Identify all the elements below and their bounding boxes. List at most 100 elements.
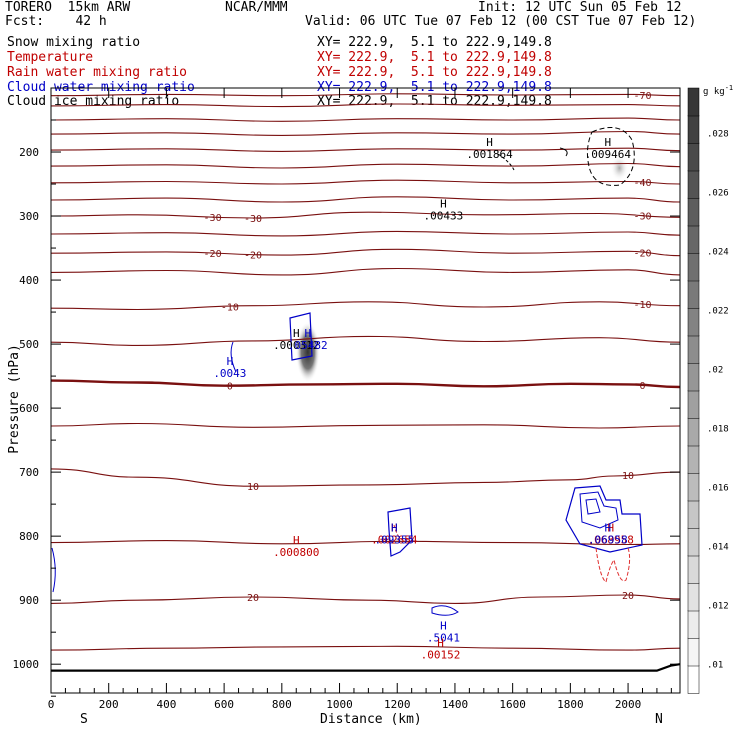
isotherm-label: 0 — [639, 381, 645, 392]
colorbar-swatch — [687, 500, 700, 529]
y-tick-label: 500 — [19, 338, 39, 351]
y-tick-label: 400 — [19, 274, 39, 287]
isotherm-label: -20 — [204, 249, 222, 260]
y-tick-label: 600 — [19, 402, 39, 415]
isotherm-line — [51, 93, 680, 97]
isotherm-line — [51, 267, 680, 276]
x-tick-label: 0 — [48, 698, 55, 711]
snow-shading — [295, 321, 320, 383]
x-tick-label: 1400 — [442, 698, 469, 711]
colorbar-swatch — [687, 417, 700, 447]
colorbar-tick-label: .024 — [707, 247, 729, 257]
max-value-label: .001864 — [466, 148, 513, 161]
isotherm-line — [51, 211, 680, 219]
max-value-label: .00433 — [424, 209, 464, 222]
colorbar-swatch — [687, 582, 700, 612]
x-tick-label: 1600 — [499, 698, 526, 711]
isotherm-line — [51, 335, 680, 346]
isotherm-line — [51, 645, 680, 651]
legend-rain: Rain water mixing ratio — [7, 65, 188, 80]
isotherm-line — [51, 103, 680, 108]
x-axis-label: Distance (km) — [320, 712, 422, 727]
max-marker: H — [440, 197, 447, 210]
colorbar-swatch — [687, 637, 700, 667]
y-axis-label: Pressure (hPa) — [7, 344, 22, 454]
colorbar-swatch — [687, 472, 700, 502]
colorbar-tick-label: .01 — [707, 660, 723, 670]
max-marker: H — [391, 521, 398, 534]
x-tick-label: 800 — [272, 698, 292, 711]
isotherm-line — [51, 379, 680, 389]
max-value-label: .068958 — [588, 533, 634, 546]
isotherm-label: 20 — [247, 593, 259, 604]
colorbar-swatch — [687, 335, 700, 364]
max-value-label: .000800 — [273, 546, 319, 559]
cloud-water-contour — [565, 485, 643, 553]
plot-frame — [50, 87, 681, 694]
valid-time: Valid: 06 UTC Tue 07 Feb 12 (00 CST Tue … — [305, 14, 697, 29]
legend-temperature: Temperature — [7, 50, 94, 65]
colorbar-swatch — [687, 610, 700, 639]
max-marker: H — [440, 619, 447, 632]
max-marker: H — [486, 136, 493, 149]
max-marker: H — [605, 521, 612, 534]
model-title: TORERO 15km ARW — [5, 0, 131, 15]
isotherm-line — [51, 162, 680, 169]
snow-shading — [610, 155, 629, 181]
x-tick-label: 200 — [99, 698, 119, 711]
isotherm-line — [51, 248, 680, 257]
isotherm-line — [51, 422, 680, 429]
organization: NCAR/MMM — [225, 0, 288, 15]
max-value-label: .0043 — [213, 367, 246, 380]
left-end-label: S — [80, 712, 88, 727]
y-tick-label: 800 — [19, 530, 39, 543]
colorbar-swatch — [687, 390, 700, 419]
x-tick-label: 600 — [214, 698, 234, 711]
max-marker: H — [304, 327, 311, 340]
isotherm-label: 10 — [247, 482, 259, 493]
x-tick-label: 2000 — [615, 698, 642, 711]
isotherm-label: -30 — [633, 212, 651, 223]
max-value-label: .00152 — [421, 649, 461, 662]
colorbar-tick-label: .026 — [707, 188, 729, 198]
cloud-ice-contour — [497, 153, 515, 171]
colorbar-swatch — [687, 555, 700, 584]
cloud-water-contour — [387, 507, 413, 557]
x-tick-label: 1000 — [326, 698, 353, 711]
isotherm-line — [51, 117, 680, 122]
cloud-water-contour — [289, 312, 313, 361]
isotherm-label: -70 — [633, 91, 651, 102]
isotherm-line — [51, 468, 680, 487]
legend-snow-xy: XY= 222.9, 5.1 to 222.9,149.8 — [317, 35, 552, 50]
colorbar-swatch — [687, 225, 700, 254]
colorbar-tick-label: .012 — [707, 601, 729, 611]
legend-snow: Snow mixing ratio — [7, 35, 141, 50]
colorbar-swatch — [687, 170, 700, 199]
forecast-hour: Fcst: 42 h — [5, 14, 107, 29]
colorbar-swatch — [687, 445, 700, 474]
right-end-label: N — [655, 712, 663, 727]
colorbar-swatch — [687, 142, 700, 172]
cloud-water-contour — [51, 547, 56, 593]
isotherm-label: 20 — [622, 591, 634, 602]
isotherm-line — [51, 594, 680, 604]
legend-temperature-xy: XY= 222.9, 5.1 to 222.9,149.8 — [317, 50, 552, 65]
colorbar-swatch — [687, 280, 700, 309]
colorbar-tick-label: .028 — [707, 129, 729, 139]
isotherm-label: -30 — [244, 214, 262, 225]
isotherm-label: -30 — [204, 213, 222, 224]
colorbar-swatch — [687, 252, 700, 282]
max-marker: H — [437, 637, 444, 650]
cloud-water-contour — [431, 605, 459, 616]
isotherm-label: -20 — [244, 250, 262, 261]
max-value-label: .5041 — [427, 631, 460, 644]
y-tick-label: 300 — [19, 210, 39, 223]
y-tick-label: 900 — [19, 594, 39, 607]
x-tick-label: 1200 — [384, 698, 411, 711]
isotherm-label: -10 — [633, 300, 651, 311]
y-tick-label: 200 — [19, 146, 39, 159]
max-marker: H — [391, 521, 398, 534]
isotherm-label: -40 — [633, 178, 651, 189]
